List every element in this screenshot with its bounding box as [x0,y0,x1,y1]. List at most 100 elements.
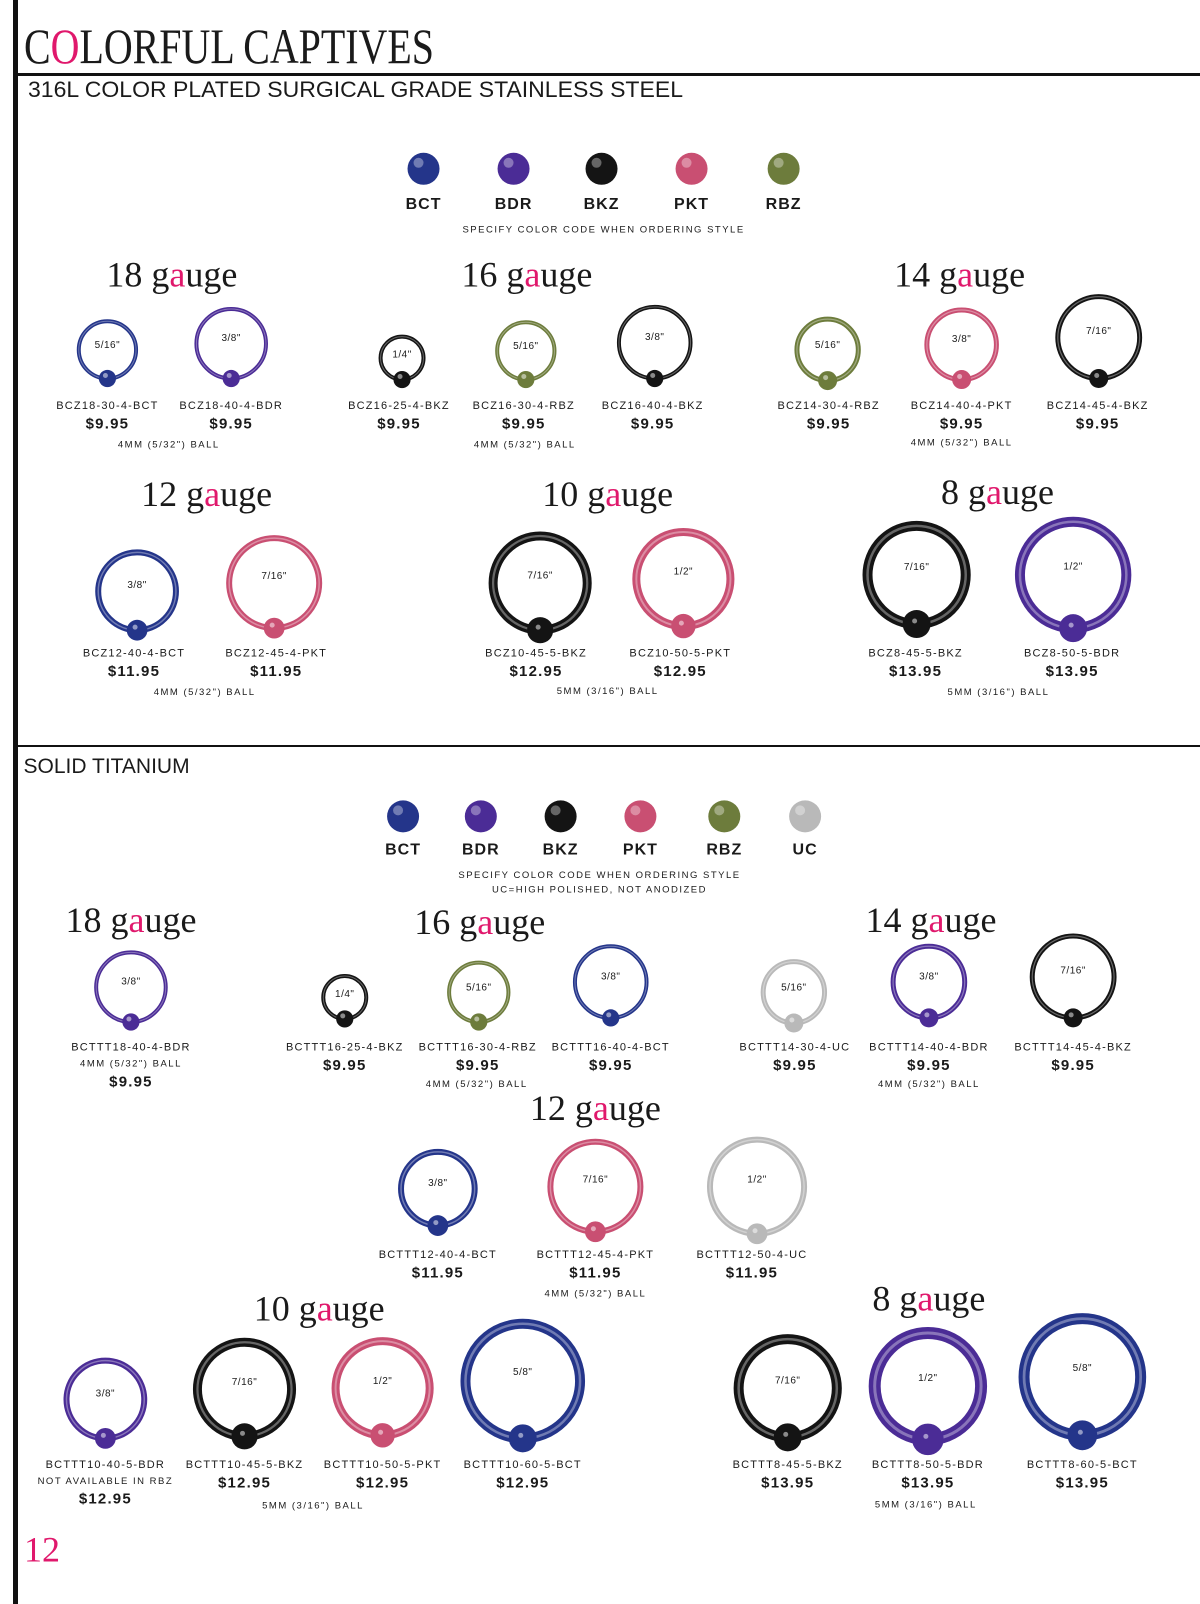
ring-size: 5/16" [513,341,539,352]
ball-note: 4MM (5/32") BALL [911,437,1013,448]
item-price: $9.95 [807,416,851,433]
ball-shine [100,1432,106,1438]
swatch-shine [550,805,561,816]
item-price: $11.95 [726,1265,778,1282]
ball-shine [650,373,656,379]
ring-size: 3/8" [952,334,971,345]
ball [1063,1008,1083,1028]
ring-highlight [1057,296,1141,380]
item-code: BCTTT12-40-4-BCT [379,1249,497,1261]
ring-size: 1/2" [918,1373,937,1384]
swatch-shine [630,805,641,816]
item-price: $9.95 [323,1057,367,1074]
gauge-heading: 10 gauge [542,474,673,514]
ball-shine [474,1016,480,1022]
ball-shine [789,1017,795,1023]
ball [122,1013,140,1031]
ring-highlight [737,1337,839,1439]
ball-shine [590,1226,596,1232]
item-code: BCZ10-45-5-BKZ [485,648,587,660]
ball [919,1008,939,1028]
item-code: BCZ18-30-4-BCT [56,400,158,412]
item-price: $13.95 [1056,1474,1109,1491]
swatch-code: BDR [495,196,533,213]
ball [470,1013,488,1031]
swatch-shine [773,157,784,168]
gauge-heading: 14 gauge [865,900,996,940]
color-swatch [789,800,822,833]
swatch-code: BCT [385,841,421,858]
gauge-heading: 8 gauge [941,472,1054,512]
ring-size: 7/16" [1086,326,1112,337]
ball-shine [340,1013,346,1019]
item-price: $9.95 [940,416,984,433]
section-divider [13,745,1200,747]
ring-highlight [228,537,320,629]
color-swatch [585,152,618,185]
item-code: BCZ18-40-4-BDR [179,400,283,412]
gauge-heading: 18 gauge [106,255,237,295]
ball [818,371,838,391]
gauge-heading: 18 gauge [65,900,196,940]
item-code: BCTTT8-60-5-BCT [1027,1459,1138,1471]
ring-highlight [709,1138,805,1235]
item-price: $9.95 [377,416,421,433]
item-code: BCZ8-45-5-BKZ [868,648,962,660]
ball-shine [132,624,138,630]
swatch-shine [470,805,481,816]
ring-highlight [635,530,732,628]
ring-highlight [464,1322,582,1440]
color-swatch [407,152,440,185]
ball-shine [378,1429,384,1435]
color-swatch [544,800,577,833]
ball-shine [1068,1012,1074,1018]
item-price: $9.95 [109,1073,153,1090]
ring-highlight [65,1359,145,1440]
item-code: BCTTT10-40-5-BDR [46,1459,165,1471]
ball-shine [1094,373,1100,379]
ring-size: 3/8" [428,1178,447,1189]
color-swatch [497,152,530,185]
ring-size: 3/8" [919,971,938,982]
ball-shine [783,1431,789,1437]
ring-size: 7/16" [261,571,287,582]
item-code: BCTTT16-40-4-BCT [552,1041,670,1053]
item-code: BCTTT16-30-4-RBZ [419,1041,537,1053]
ball [1059,614,1088,643]
ring-size: 1/2" [674,567,693,578]
ball [126,619,148,641]
item-code: BCZ16-40-4-BKZ [602,400,704,412]
ball [427,1215,449,1236]
item-code: BCTTT14-40-4-BDR [869,1041,988,1053]
ball-shine [535,624,541,630]
item-price: $9.95 [907,1057,951,1074]
ring-size: 7/16" [904,562,930,573]
ring-size: 3/8" [121,977,140,988]
ball-note: 4MM (5/32") BALL [878,1079,980,1090]
item-price: $9.95 [456,1057,500,1074]
item-code: BCZ12-40-4-BCT [83,648,185,660]
item-price: $12.95 [79,1491,132,1508]
ball [1089,369,1109,389]
swatch-code: BKZ [543,841,579,858]
gauge-heading: 14 gauge [894,255,1025,295]
left-rule [13,0,18,1604]
swatch-code: BKZ [584,196,620,213]
ball [222,369,240,388]
ring-size: 3/8" [127,580,146,591]
ball [1067,1420,1098,1451]
ring-size: 7/16" [232,1377,258,1388]
ring-size: 1/4" [392,349,411,360]
ball [671,613,696,639]
ball [527,617,554,644]
item-price: $13.95 [761,1474,814,1491]
ring-size: 5/8" [1073,1363,1092,1374]
ball [773,1423,802,1452]
ball-note: 5MM (3/16") BALL [262,1500,364,1511]
ring-size: 7/16" [1060,965,1086,976]
ball-shine [912,618,918,624]
swatch-shine [714,805,725,816]
ring-size: 3/8" [221,333,240,344]
item-price: $9.95 [1076,416,1120,433]
